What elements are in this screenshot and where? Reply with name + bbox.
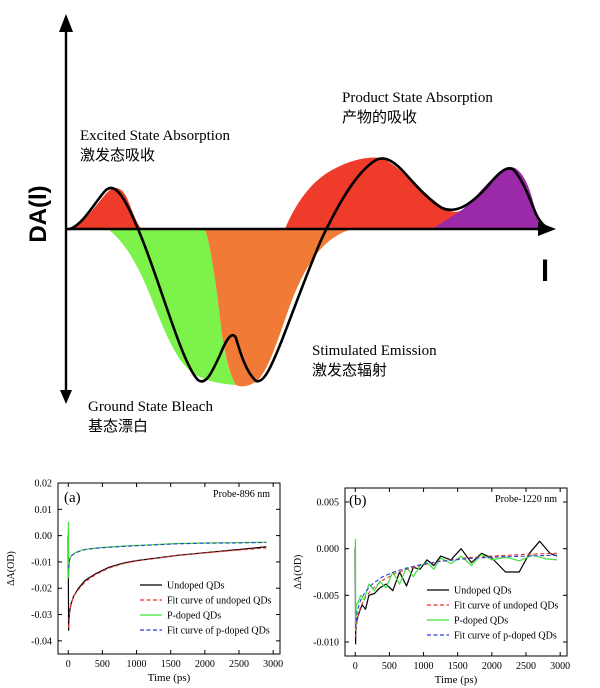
legend-label: P-doped QDs bbox=[167, 611, 221, 622]
panel-label: (b) bbox=[349, 493, 367, 509]
y-tick-label: 0.000 bbox=[317, 544, 340, 555]
x-tick-label: 1500 bbox=[161, 659, 181, 670]
esa-label-en: Excited State Absorption bbox=[80, 128, 230, 144]
legend-label: Undoped QDs bbox=[167, 581, 225, 592]
x-tick-label: 0 bbox=[66, 659, 71, 670]
net-differential-absorption-curve bbox=[68, 157, 552, 383]
y-axis-label: DA(l) bbox=[25, 185, 52, 242]
x-axis-label: l bbox=[541, 255, 549, 288]
x-axis-label: Time (ps) bbox=[148, 672, 191, 684]
x-tick-label: 3000 bbox=[263, 659, 283, 670]
stimulated-emission-fill bbox=[205, 229, 352, 387]
series-line bbox=[354, 540, 558, 645]
x-tick-label: 2500 bbox=[229, 659, 249, 670]
gsb-label-zh: 基态漂白 bbox=[88, 418, 148, 435]
ground-state-bleach-fill bbox=[108, 229, 236, 385]
y-tick-label: 0.005 bbox=[317, 498, 340, 509]
y-tick-label: 0.02 bbox=[35, 479, 53, 490]
y-axis-label: ΔA(OD) bbox=[293, 555, 304, 590]
x-tick-label: 0 bbox=[353, 661, 358, 672]
probe-annotation: Probe-896 nm bbox=[213, 489, 270, 500]
y-axis-arrow-up-icon bbox=[59, 14, 73, 32]
y-tick-label: -0.02 bbox=[31, 584, 52, 595]
legend-label: Fit curve of undoped QDs bbox=[454, 601, 559, 612]
legend-label: Fit curve of undoped QDs bbox=[167, 596, 272, 607]
y-tick-label: -0.03 bbox=[31, 610, 52, 621]
panel-label: (a) bbox=[64, 490, 81, 506]
x-tick-label: 1000 bbox=[127, 659, 147, 670]
x-tick-label: 1500 bbox=[448, 661, 468, 672]
y-axis-label: ΔA(OD) bbox=[6, 551, 17, 586]
y-tick-label: -0.010 bbox=[313, 638, 339, 649]
series-line bbox=[68, 541, 267, 569]
product-state-absorption-fill bbox=[285, 157, 462, 229]
y-axis-arrow-down-icon bbox=[60, 390, 72, 404]
legend-label: P-doped QDs bbox=[454, 616, 508, 627]
se-label-zh: 激发态辐射 bbox=[312, 362, 387, 379]
product-state-absorption-tail-fill bbox=[432, 166, 550, 229]
gsb-label-en: Ground State Bleach bbox=[88, 399, 213, 415]
x-axis-label: Time (ps) bbox=[435, 674, 478, 686]
legend-label: Undoped QDs bbox=[454, 586, 512, 597]
transient-absorption-schematic: DA(l) l Excited State Absorption 激发态吸收 P… bbox=[25, 14, 556, 435]
series-line bbox=[355, 554, 557, 629]
x-tick-label: 500 bbox=[95, 659, 110, 670]
psa-label-en: Product State Absorption bbox=[342, 90, 493, 106]
legend-label: Fit curve of p-doped QDs bbox=[454, 631, 557, 642]
x-tick-label: 1000 bbox=[414, 661, 434, 672]
legend: Undoped QDs Fit curve of undoped QDs P-dop… bbox=[140, 581, 272, 637]
y-tick-label: 0.00 bbox=[35, 531, 53, 542]
chart-panel-a: 0 500 1000 1500 2000 2500 3000 0.02 0.01 0.00 -0.0… bbox=[6, 479, 283, 685]
x-tick-label: 500 bbox=[382, 661, 397, 672]
probe-annotation: Probe-1220 nm bbox=[495, 494, 557, 505]
x-tick-label: 2000 bbox=[482, 661, 502, 672]
chart-panel-b: 0 500 1000 1500 2000 2500 3000 0.005 0.000 -0.005… bbox=[293, 487, 570, 686]
x-axis-arrow-right-icon bbox=[538, 222, 556, 236]
x-tick-label: 2500 bbox=[516, 661, 536, 672]
plot-frame bbox=[344, 487, 568, 657]
se-label-en: Stimulated Emission bbox=[312, 343, 437, 359]
y-tick-label: 0.01 bbox=[35, 505, 53, 516]
series-group bbox=[354, 538, 558, 645]
series-line bbox=[354, 538, 557, 632]
series-line bbox=[68, 547, 267, 628]
plot-frame bbox=[57, 482, 281, 655]
legend-label: Fit curve of p-doped QDs bbox=[167, 626, 270, 637]
legend: Undoped QDs Fit curve of undoped QDs P-dop… bbox=[427, 586, 559, 642]
series-line bbox=[355, 552, 557, 638]
series-group bbox=[67, 521, 267, 631]
esa-label-zh: 激发态吸收 bbox=[80, 147, 155, 164]
y-tick-label: -0.01 bbox=[31, 557, 52, 568]
psa-label-zh: 产物的吸收 bbox=[342, 109, 417, 126]
y-tick-label: -0.04 bbox=[31, 636, 52, 647]
y-tick-label: -0.005 bbox=[313, 591, 339, 602]
x-tick-label: 2000 bbox=[195, 659, 215, 670]
x-tick-label: 3000 bbox=[550, 661, 570, 672]
